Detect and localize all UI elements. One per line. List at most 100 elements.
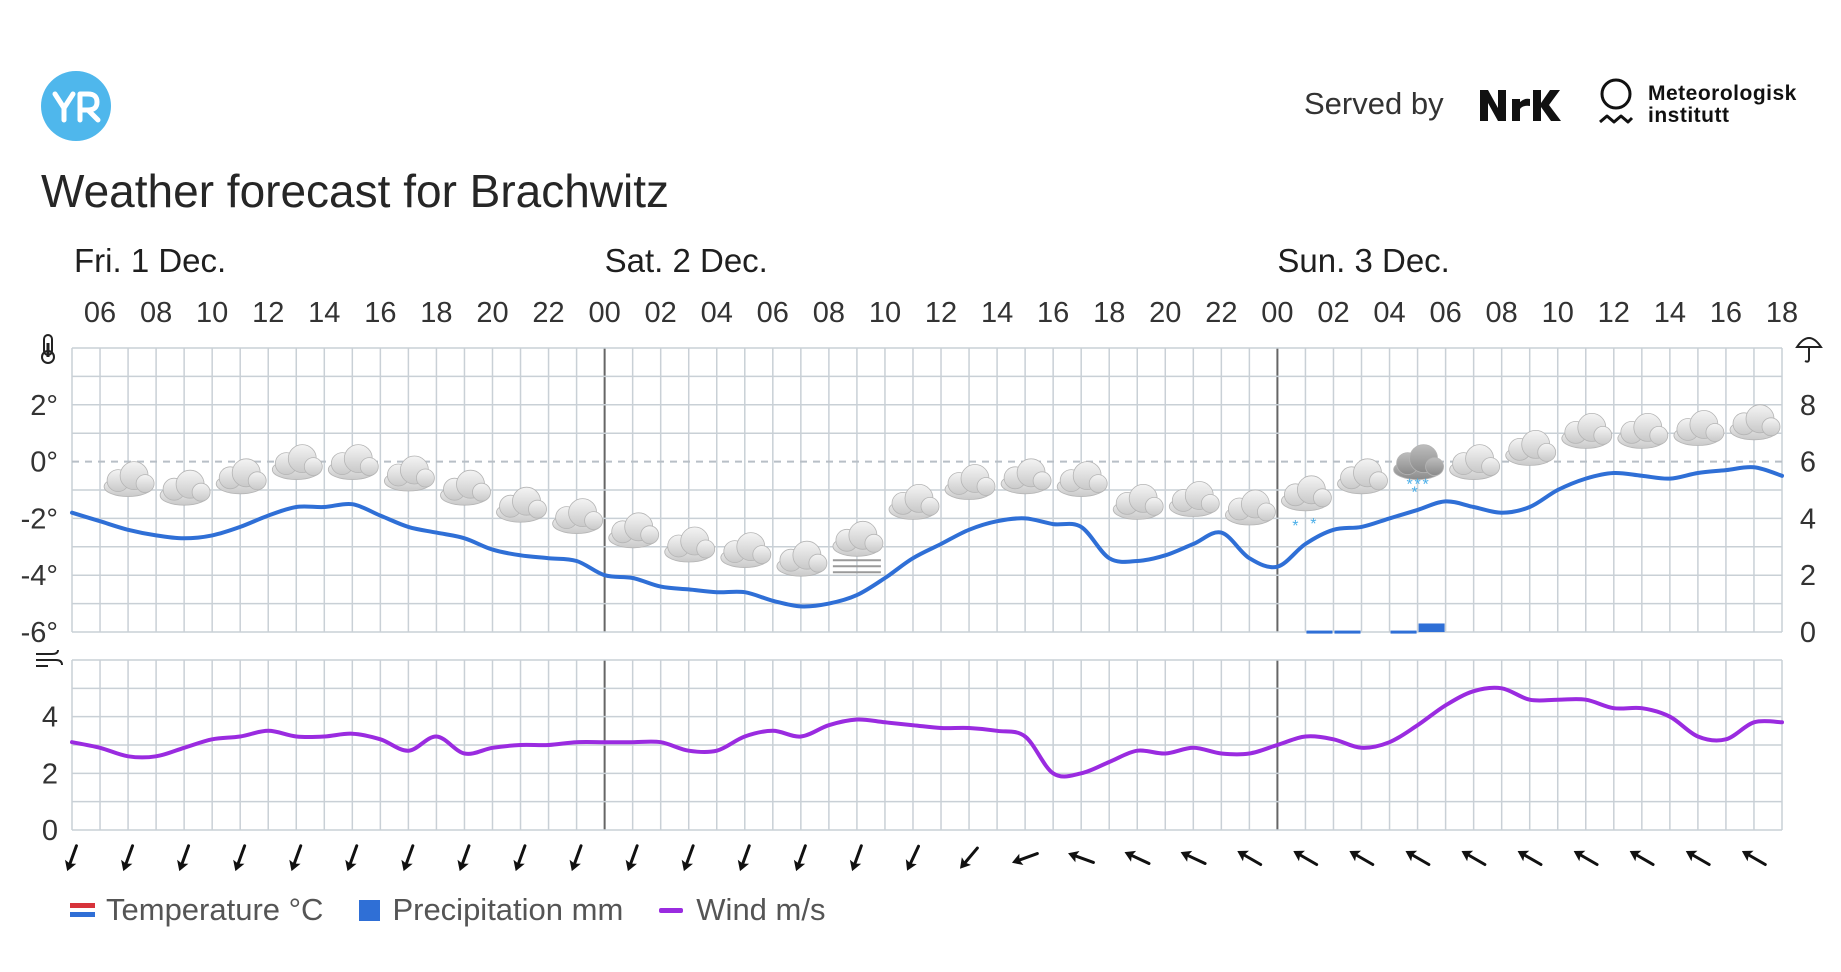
hour-tick-label: 20 (476, 297, 508, 329)
hour-tick-label: 06 (757, 297, 789, 329)
wind-arrow-shaft (796, 844, 807, 868)
cloudy-icon (944, 464, 996, 500)
wind-arrow-icon (1349, 850, 1375, 866)
wind-arrow-head (121, 859, 133, 872)
served-by-label: Served by (1304, 86, 1444, 121)
wind-arrow-icon (1068, 850, 1095, 864)
wind-arrow-icon (1237, 850, 1263, 866)
hour-tick-label: 22 (532, 297, 564, 329)
wind-arrow-head (1237, 850, 1249, 862)
precipitation-tick-label: 0 (1800, 617, 1816, 649)
cloudy-icon (1000, 458, 1052, 495)
snowflake-icon: * (1310, 516, 1316, 533)
wind-arrow-head (64, 859, 77, 872)
wind-arrow-icon (64, 844, 78, 872)
met-line-1: Meteorologisk (1648, 82, 1797, 105)
thermometer-icon (41, 334, 55, 364)
wind-arrow-head (401, 859, 413, 872)
wind-arrow-head (1293, 850, 1305, 862)
wind-arrow-icon (960, 846, 979, 869)
wind-arrow-shaft (1408, 852, 1431, 866)
temperature-tick-label: 2° (30, 390, 58, 422)
wind-arrow-shaft (1240, 852, 1263, 866)
wind-arrow-icon (289, 844, 303, 872)
wind-arrow-icon (737, 844, 751, 872)
hour-tick-label: 14 (1654, 297, 1686, 329)
wind-arrow-shaft (1688, 852, 1711, 866)
wind-arrow-shaft (515, 844, 527, 868)
hour-tick-label: 02 (1317, 297, 1349, 329)
wind-tick-label: 2 (42, 758, 58, 790)
hour-tick-label: 06 (84, 297, 116, 329)
hour-tick-label: 04 (1373, 297, 1405, 329)
cloudy-icon (327, 444, 379, 481)
cloud-shape (1144, 496, 1164, 516)
wind-arrow-shaft (291, 844, 303, 868)
cloud-shape (135, 474, 155, 494)
temperature-swatch-icon (70, 903, 95, 918)
snow-icon: * * ** (1393, 444, 1444, 502)
cloudy-icon (103, 461, 155, 498)
cloudy-icon (1112, 483, 1164, 520)
met-institute-logo[interactable] (1594, 76, 1638, 134)
hour-tick-label: 16 (1710, 297, 1742, 329)
precipitation-bar (1390, 630, 1417, 634)
cloud-shape (1200, 494, 1220, 513)
hour-tick-label: 16 (1037, 297, 1069, 329)
wind-arrow-head (345, 859, 357, 872)
temperature-line (70, 465, 1784, 609)
wind-arrow-shaft (347, 844, 359, 868)
cloud-shape (1369, 471, 1388, 491)
cloudy-icon (440, 469, 491, 506)
cloud-shape (1649, 425, 1669, 445)
cloudy-icon (159, 469, 211, 506)
cloud-shape (920, 496, 940, 516)
wind-arrow-shaft (1127, 852, 1151, 865)
cloud-shape (528, 499, 547, 519)
wind-arrow-icon (457, 844, 471, 872)
cloudy-icon (1225, 489, 1276, 526)
wind-arrow-icon (1293, 850, 1319, 866)
wind-arrow-head (960, 857, 972, 869)
wind-arrow-shaft (852, 844, 863, 868)
wind-arrow-shaft (1576, 852, 1599, 866)
precipitation-tick-label: 4 (1800, 503, 1816, 535)
cloud-shape (640, 525, 660, 545)
yr-logo[interactable] (40, 70, 112, 142)
cloud-shape (1425, 457, 1444, 477)
light-snow-icon: * * (1281, 475, 1332, 535)
legend-precipitation[interactable]: Precipitation mm (359, 892, 623, 928)
wind-arrow-shaft (1296, 852, 1319, 866)
hour-tick-label: 10 (196, 297, 228, 329)
hour-tick-label: 04 (701, 297, 733, 329)
cloudy-icon (1617, 412, 1669, 449)
wind-tick-label: 4 (42, 702, 58, 734)
wind-arrow-icon (569, 844, 583, 872)
cloudy-icon (552, 498, 603, 534)
legend-temperature[interactable]: Temperature °C (70, 892, 323, 928)
wind-icon (36, 649, 63, 667)
cloudy-icon (215, 458, 267, 495)
cloud-shape (584, 511, 603, 530)
cloud-shape (247, 471, 267, 491)
hour-tick-label: 12 (1598, 297, 1630, 329)
umbrella-icon (1795, 337, 1823, 363)
hour-tick-label: 20 (1149, 297, 1181, 329)
hour-tick-label: 08 (813, 297, 845, 329)
cloudy-icon (1056, 461, 1108, 498)
wind-arrow-icon (345, 844, 359, 872)
weather-symbols: * ** * ** (103, 404, 1781, 577)
hour-tick-label: 10 (869, 297, 901, 329)
wind-tick-label: 0 (42, 815, 58, 847)
cloud-shape (191, 482, 211, 502)
wind-arrow-head (289, 859, 301, 872)
legend-wind[interactable]: Wind m/s (659, 892, 825, 928)
wind-arrow-icon (681, 844, 695, 872)
wind-arrow-icon (1405, 850, 1431, 866)
nrk-logo[interactable] (1478, 88, 1573, 122)
wind-arrow-icon (793, 844, 807, 872)
hour-tick-label: 00 (1261, 297, 1293, 329)
cloud-shape (1313, 488, 1332, 508)
wind-arrow-icon (1573, 850, 1599, 866)
cloudy-icon (271, 444, 323, 481)
